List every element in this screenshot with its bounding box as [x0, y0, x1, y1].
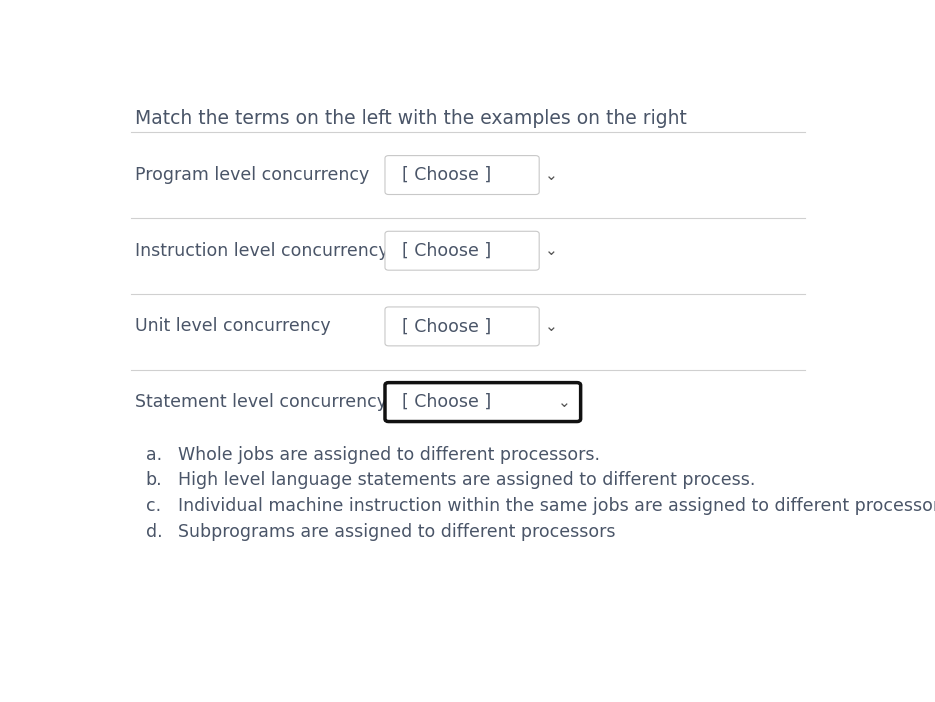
Text: [ Choose ]: [ Choose ] [402, 393, 491, 411]
Text: Subprograms are assigned to different processors: Subprograms are assigned to different pr… [179, 524, 616, 541]
Text: Unit level concurrency: Unit level concurrency [135, 317, 331, 336]
Text: b.: b. [146, 472, 163, 489]
Text: [ Choose ]: [ Choose ] [402, 241, 491, 260]
FancyBboxPatch shape [385, 156, 539, 194]
Text: High level language statements are assigned to different process.: High level language statements are assig… [179, 472, 755, 489]
Text: Program level concurrency: Program level concurrency [135, 166, 369, 184]
Text: ⌄: ⌄ [545, 319, 558, 334]
Text: d.: d. [146, 524, 163, 541]
Text: Match the terms on the left with the examples on the right: Match the terms on the left with the exa… [135, 109, 687, 128]
Text: a.: a. [146, 446, 162, 463]
Text: c.: c. [146, 498, 161, 515]
Text: ⌄: ⌄ [557, 395, 570, 409]
Text: Whole jobs are assigned to different processors.: Whole jobs are assigned to different pro… [179, 446, 600, 463]
Text: ⌄: ⌄ [545, 243, 558, 258]
FancyBboxPatch shape [385, 231, 539, 270]
Text: [ Choose ]: [ Choose ] [402, 317, 491, 336]
FancyBboxPatch shape [385, 307, 539, 346]
Text: Instruction level concurrency: Instruction level concurrency [135, 241, 389, 260]
Text: [ Choose ]: [ Choose ] [402, 166, 491, 184]
Text: ⌄: ⌄ [545, 168, 558, 183]
Text: Statement level concurrency: Statement level concurrency [135, 393, 387, 411]
FancyBboxPatch shape [385, 383, 581, 421]
Text: Individual machine instruction within the same jobs are assigned to different pr: Individual machine instruction within th… [179, 498, 935, 515]
